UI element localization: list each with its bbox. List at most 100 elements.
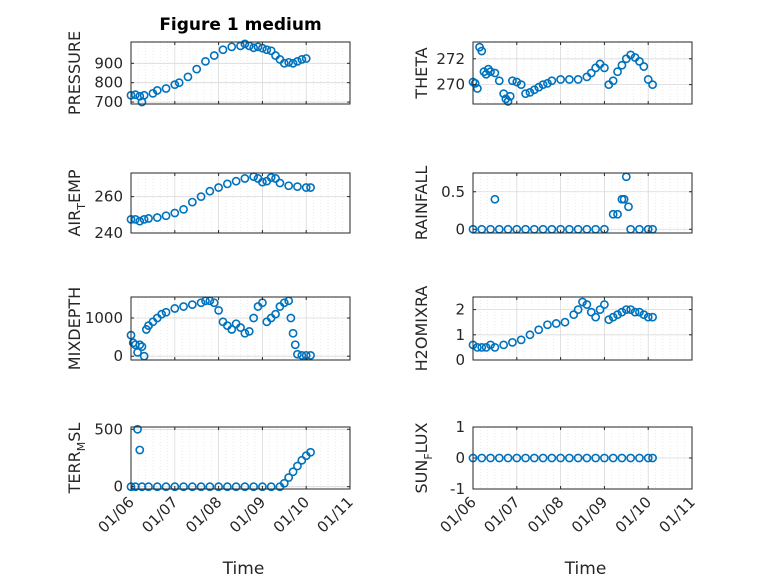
data-point — [139, 90, 149, 100]
data-point — [604, 315, 614, 325]
data-point — [624, 202, 633, 212]
data-point — [290, 340, 300, 350]
data-point — [301, 183, 311, 192]
axes-box — [130, 172, 351, 234]
data-point — [595, 305, 605, 314]
data-point — [569, 310, 579, 320]
data-point — [494, 453, 504, 463]
y-axis-label: PRESSURE — [65, 31, 84, 115]
data-point — [556, 75, 565, 84]
data-point — [170, 208, 180, 218]
data-point — [161, 307, 171, 317]
data-point — [297, 351, 307, 360]
data-point — [486, 67, 495, 77]
x-axis-label: Time — [564, 559, 607, 579]
chart-title: Figure 1 medium — [159, 15, 321, 35]
x-tick-label: 01/06 — [437, 493, 480, 536]
y-tick-label: 260 — [94, 188, 123, 206]
y-tick-label: 270 — [436, 76, 465, 94]
data-point — [240, 482, 250, 492]
data-point — [192, 64, 202, 74]
data-point — [621, 305, 631, 314]
data-point — [512, 77, 522, 87]
data-point — [573, 75, 583, 84]
x-tick-label: 01/06 — [95, 493, 138, 536]
data-point — [543, 320, 552, 330]
axes-box — [472, 296, 693, 361]
data-point — [137, 342, 147, 352]
data-point — [139, 214, 149, 224]
data-point — [626, 50, 636, 60]
data-point — [648, 80, 657, 90]
data-point — [529, 85, 539, 95]
data-point — [547, 453, 557, 463]
subplot-h2omixra: 0 1 2 H2OMIXRA — [412, 286, 693, 371]
data-point — [297, 55, 307, 64]
data-point — [231, 176, 241, 186]
data-point — [227, 325, 237, 334]
data-point — [179, 482, 188, 492]
data-point — [481, 342, 491, 352]
data-point — [144, 214, 153, 223]
data-point — [639, 62, 649, 71]
data-point — [472, 342, 482, 352]
x-tick-label: 01/09 — [226, 493, 269, 536]
data-point — [643, 453, 653, 463]
y-tick-label: 700 — [94, 93, 123, 111]
data-point — [249, 313, 259, 323]
data-point — [582, 300, 592, 309]
x-tick-label: 01/10 — [612, 493, 655, 536]
y-axis-label: THETA — [412, 47, 431, 99]
x-tick-label: 01/09 — [568, 493, 611, 536]
data-point — [205, 482, 215, 492]
data-point — [608, 453, 618, 463]
x-tick-label: 01/11 — [314, 493, 357, 536]
data-point — [170, 482, 180, 492]
data-point — [196, 192, 206, 202]
data-point — [494, 76, 504, 86]
data-point — [470, 78, 480, 88]
y-axis-label: SUNFLUX — [412, 422, 435, 493]
data-point — [564, 453, 574, 463]
data-point — [608, 209, 618, 219]
data-point — [516, 80, 526, 90]
data-point — [573, 453, 583, 463]
data-point — [547, 76, 557, 86]
data-point — [499, 340, 509, 350]
data-point — [490, 194, 500, 204]
data-point — [306, 351, 315, 360]
data-point — [477, 342, 487, 352]
x-tick-label: 01/07 — [480, 493, 523, 536]
data-point — [477, 453, 487, 463]
data-point — [288, 467, 298, 477]
data-point — [130, 214, 140, 224]
data-point — [643, 75, 653, 84]
y-tick-label: 0 — [455, 449, 465, 467]
data-point — [209, 51, 219, 60]
data-point — [608, 312, 618, 322]
data-point — [240, 328, 250, 338]
data-point — [249, 172, 259, 182]
data-point — [262, 45, 272, 55]
data-point — [236, 323, 245, 332]
data-point — [591, 312, 601, 322]
data-point — [279, 298, 289, 308]
data-point — [481, 69, 491, 79]
y-tick-label: 0.5 — [441, 183, 465, 201]
data-point — [222, 179, 232, 189]
data-point — [525, 330, 535, 340]
data-point — [534, 325, 544, 335]
data-point — [161, 211, 171, 221]
data-point — [293, 461, 302, 471]
subplot-rainfall: 0 0.5 RAINFALL — [412, 166, 693, 240]
data-point — [556, 453, 565, 463]
data-point — [214, 482, 223, 492]
data-point — [472, 84, 482, 93]
y-tick-label: 0 — [455, 220, 465, 238]
data-point — [508, 337, 517, 347]
data-point — [284, 296, 294, 306]
y-tick-label: 272 — [436, 50, 465, 68]
data-point — [130, 90, 140, 100]
